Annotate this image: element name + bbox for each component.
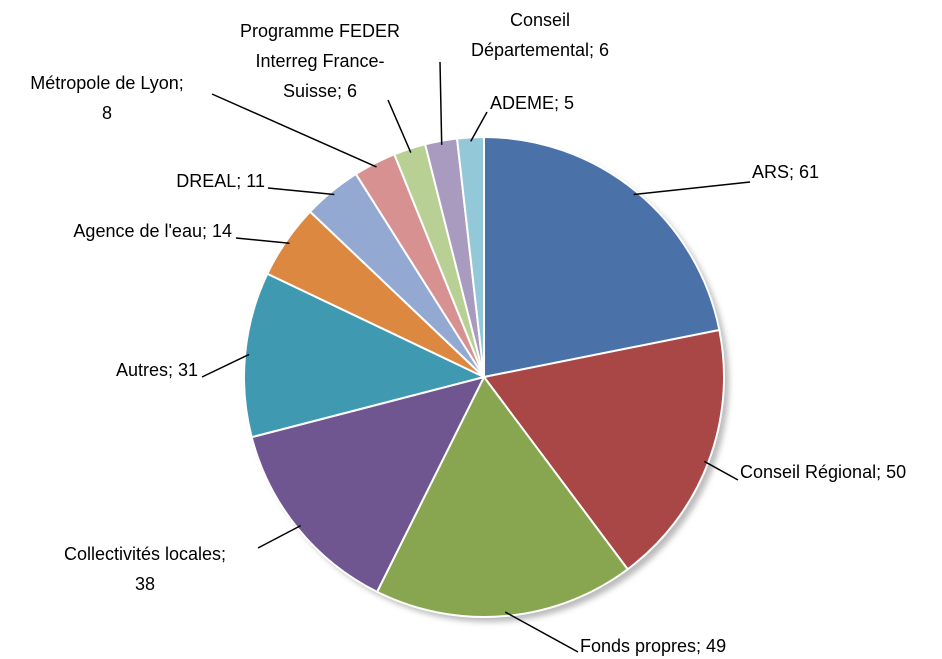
data-label-line: Métropole de Lyon; bbox=[30, 73, 183, 93]
leader-line bbox=[201, 353, 250, 378]
data-label-line: 38 bbox=[135, 574, 155, 594]
leader-line bbox=[633, 181, 751, 196]
leader-line bbox=[387, 99, 412, 153]
data-label: Agence de l'eau; 14 bbox=[73, 221, 232, 241]
data-label-line: Conseil bbox=[510, 10, 570, 30]
data-label-line: Départemental; 6 bbox=[471, 40, 609, 60]
data-label-line: ADEME; 5 bbox=[490, 93, 574, 113]
data-label: Autres; 31 bbox=[116, 360, 198, 380]
data-label: Conseil Départemental; 6 bbox=[471, 10, 609, 60]
leader-line bbox=[470, 111, 488, 142]
data-label-line: Autres; 31 bbox=[116, 360, 198, 380]
data-label: ADEME; 5 bbox=[490, 93, 574, 113]
data-label-line: Interreg France- bbox=[255, 51, 384, 71]
data-label-line: Conseil Régional; 50 bbox=[740, 462, 906, 482]
data-label: Conseil Régional; 50 bbox=[740, 462, 906, 482]
leader-line bbox=[267, 187, 335, 196]
data-label: ARS; 61 bbox=[752, 162, 819, 182]
leader-line bbox=[439, 61, 443, 145]
pie-slice bbox=[483, 135, 721, 379]
data-label-line: Agence de l'eau; 14 bbox=[73, 221, 232, 241]
pie-slice bbox=[243, 272, 487, 439]
leader-line bbox=[704, 460, 739, 481]
leader-line bbox=[504, 611, 579, 653]
data-label: DREAL; 11 bbox=[176, 171, 265, 191]
data-label-line: Collectivités locales; bbox=[64, 544, 226, 564]
leader-line bbox=[235, 237, 290, 245]
leader-line bbox=[257, 524, 302, 549]
data-label: Programme FEDER Interreg France- Suisse; 6 bbox=[240, 21, 400, 101]
data-label: Collectivités locales; 38 bbox=[64, 544, 226, 594]
pie-slice bbox=[375, 375, 630, 618]
data-label: Métropole de Lyon; 8 bbox=[30, 73, 183, 123]
data-label-line: Programme FEDER bbox=[240, 21, 400, 41]
data-label-line: Suisse; 6 bbox=[283, 81, 357, 101]
data-label-line: ARS; 61 bbox=[752, 162, 819, 182]
data-label-line: 8 bbox=[102, 103, 112, 123]
pie-slice bbox=[455, 135, 485, 378]
data-label: Fonds propres; 49 bbox=[580, 636, 726, 656]
data-label-line: Fonds propres; 49 bbox=[580, 636, 726, 656]
pie-slice bbox=[250, 375, 486, 594]
data-label-line: DREAL; 11 bbox=[176, 171, 265, 191]
leader-line bbox=[211, 93, 377, 168]
